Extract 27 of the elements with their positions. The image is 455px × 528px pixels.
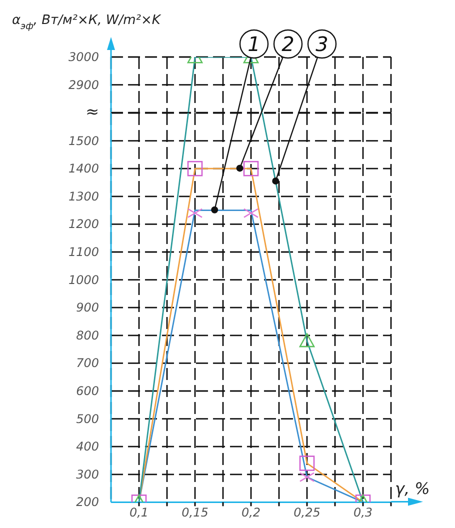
y-tick-label: 1200 <box>68 216 100 231</box>
text: 1 <box>248 32 260 56</box>
x-tick-label: 0,1 <box>129 505 149 520</box>
y-tick-label: 800 <box>76 328 100 342</box>
y-tick-label: 900 <box>76 300 100 314</box>
y-tick-label: 700 <box>76 356 100 370</box>
y-tick-label: 1300 <box>68 188 100 203</box>
y-tick-label: 1100 <box>68 244 100 259</box>
y-tick-label: 500 <box>76 411 100 426</box>
text: 3 <box>316 32 328 56</box>
y-axis-title: α$_{эф}$, Вт/м²×К, W/m²×K <box>12 13 162 32</box>
y-tick-label: 2900 <box>68 78 100 92</box>
y-tick-label: 1400 <box>68 161 100 176</box>
x-tick-label: 0,25 <box>294 505 320 520</box>
y-tick-label: 400 <box>76 439 100 454</box>
y-tick-label: 300 <box>76 466 100 481</box>
x-tick-label: 0,3 <box>353 505 373 520</box>
y-tick-label: 1500 <box>68 133 100 148</box>
y-tick-label: 200 <box>76 494 100 509</box>
text: 2 <box>282 32 294 56</box>
y-tick-label: 3000 <box>68 50 100 64</box>
x-axis-title: γ, % <box>395 478 430 498</box>
y-tick-label: ≈ <box>86 102 100 121</box>
x-tick-label: 0,15 <box>182 505 208 520</box>
y-tick-label: 600 <box>76 384 100 398</box>
y-tick-label: 1000 <box>68 272 100 286</box>
x-tick-label: 0,2 <box>241 505 261 520</box>
